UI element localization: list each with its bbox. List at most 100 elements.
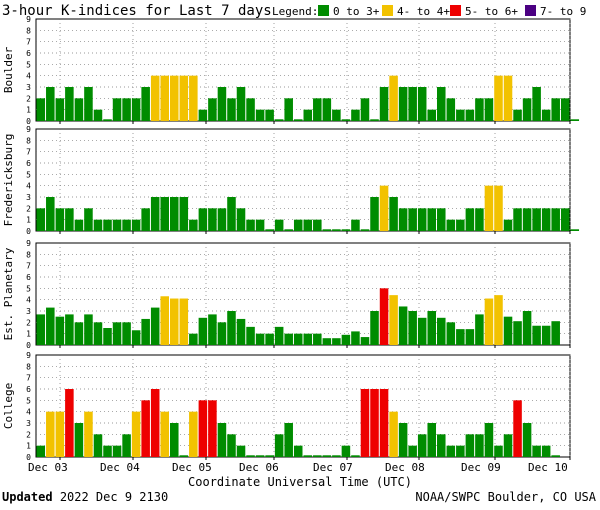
k-index-bar — [150, 389, 160, 457]
y-tick-label: 8 — [26, 26, 31, 35]
k-index-bar — [465, 329, 475, 345]
k-index-bar — [36, 98, 46, 121]
x-tick-label: Dec 03 — [28, 461, 68, 474]
k-index-bar — [503, 75, 513, 121]
k-index-bar — [437, 434, 446, 457]
k-index-bar — [503, 219, 513, 231]
k-index-bar — [446, 98, 456, 121]
k-index-bar — [274, 434, 284, 457]
k-index-bar — [560, 208, 570, 231]
k-index-bar — [379, 185, 389, 231]
y-tick-label: 2 — [26, 204, 31, 213]
k-index-bar — [322, 229, 332, 231]
k-index-bar — [398, 423, 408, 457]
k-index-bar — [513, 109, 522, 121]
k-index-bar — [189, 219, 198, 231]
k-index-bar — [541, 445, 551, 457]
k-index-bar — [551, 321, 560, 345]
k-index-bar — [332, 338, 341, 345]
k-index-bar — [93, 109, 103, 121]
y-tick-label: 6 — [26, 273, 31, 282]
k-index-bar — [179, 455, 189, 457]
k-index-bar — [160, 75, 169, 121]
k-index-bar — [303, 109, 313, 121]
chart-title: 3-hour K-indices for Last 7 days — [2, 3, 272, 19]
k-index-bar — [408, 311, 417, 345]
k-index-bar — [370, 389, 379, 457]
k-index-bar — [465, 109, 475, 121]
panel-label: Est. Planetary — [2, 247, 15, 340]
k-index-bar — [303, 455, 313, 457]
k-index-bar — [360, 389, 370, 457]
k-index-bar — [456, 109, 465, 121]
k-index-bar — [570, 119, 580, 121]
k-index-bar — [456, 219, 465, 231]
y-tick-label: 1 — [26, 106, 31, 115]
panel-frame — [35, 128, 571, 232]
k-index-bar — [255, 333, 265, 345]
k-index-bar — [170, 298, 179, 345]
k-index-bar — [46, 307, 55, 345]
k-index-bar — [360, 229, 370, 231]
k-index-bar — [570, 229, 580, 231]
y-tick-label: 3 — [26, 193, 31, 202]
k-index-bar — [74, 219, 84, 231]
k-index-bar — [351, 219, 360, 231]
k-index-bar — [379, 389, 389, 457]
k-index-bar — [351, 109, 360, 121]
k-index-bar — [236, 87, 246, 121]
k-index-bar — [541, 109, 551, 121]
k-index-bar — [532, 208, 541, 231]
k-index-bar — [417, 208, 427, 231]
y-tick-label: 5 — [26, 284, 31, 293]
k-index-bar — [389, 75, 398, 121]
y-tick-label: 7 — [26, 262, 31, 271]
k-index-bar — [217, 322, 227, 345]
legend-entry: 5- to 6+ — [465, 5, 518, 18]
k-index-bar — [227, 434, 236, 457]
y-tick-label: 1 — [26, 216, 31, 225]
k-index-bar — [513, 208, 522, 231]
k-index-bar — [274, 119, 284, 121]
k-index-bar — [389, 295, 398, 345]
k-index-bar — [265, 333, 274, 345]
k-index-bar — [551, 208, 560, 231]
k-index-bar — [208, 98, 217, 121]
k-index-bar — [408, 445, 417, 457]
k-index-bar — [284, 423, 293, 457]
y-tick-label: 7 — [26, 374, 31, 383]
k-index-bar — [217, 423, 227, 457]
k-index-bar — [313, 219, 322, 231]
k-index-bar — [46, 87, 55, 121]
panel-label: College — [2, 383, 15, 429]
k-index-bar — [293, 333, 303, 345]
k-index-bar — [293, 445, 303, 457]
k-index-bar — [465, 208, 475, 231]
k-index-bar — [103, 119, 112, 121]
k-index-bar — [513, 400, 522, 457]
k-index-bar — [189, 75, 198, 121]
k-index-bar — [150, 75, 160, 121]
k-index-bar — [313, 333, 322, 345]
y-tick-label: 9 — [26, 125, 31, 134]
k-index-bar — [208, 400, 217, 457]
k-index-bar — [341, 334, 351, 345]
k-index-bar — [74, 322, 84, 345]
k-index-bar — [198, 400, 208, 457]
x-tick-label: Dec 08 — [385, 461, 425, 474]
panel-frame — [35, 18, 571, 122]
y-tick-label: 7 — [26, 148, 31, 157]
k-index-bar — [236, 318, 246, 345]
y-tick-label: 6 — [26, 159, 31, 168]
k-index-bar — [532, 87, 541, 121]
k-index-bar — [170, 197, 179, 231]
k-index-bar — [494, 445, 503, 457]
k-index-bar — [122, 98, 131, 121]
k-index-bar — [208, 208, 217, 231]
k-index-bar — [370, 311, 379, 345]
y-tick-label: 3 — [26, 307, 31, 316]
k-index-bar — [103, 328, 112, 345]
k-index-bar — [360, 98, 370, 121]
y-tick-label: 1 — [26, 442, 31, 451]
k-index-bar — [236, 445, 246, 457]
